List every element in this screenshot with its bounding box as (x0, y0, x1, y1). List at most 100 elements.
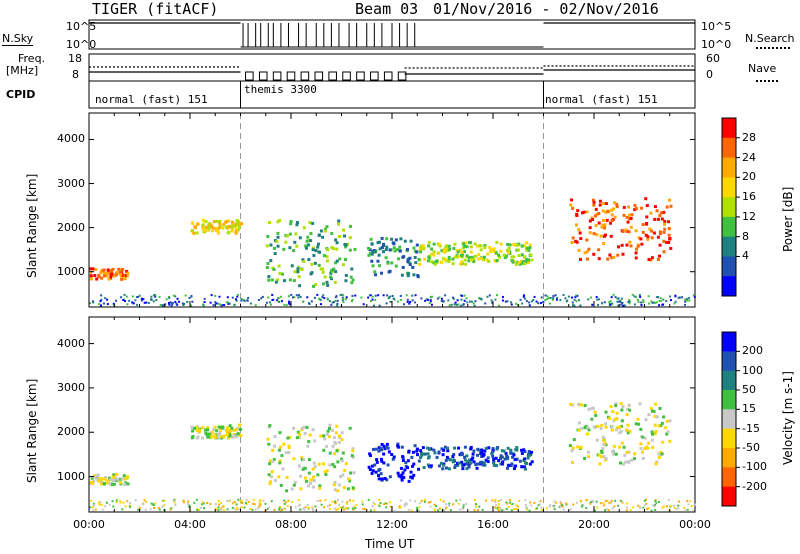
data-cell (662, 210, 666, 214)
scatter-cell (632, 506, 635, 509)
data-cell (311, 248, 315, 252)
scatter-cell (377, 294, 380, 297)
scatter-cell (565, 300, 568, 303)
data-cell (191, 221, 195, 225)
data-cell (321, 270, 325, 274)
scatter-cell (535, 300, 538, 303)
data-cell (411, 464, 415, 468)
data-cell (307, 440, 311, 444)
data-cell (525, 241, 529, 245)
data-cell (103, 476, 107, 480)
scatter-cell (370, 300, 373, 303)
data-cell (292, 483, 296, 487)
data-cell (492, 461, 496, 465)
freq-step (286, 71, 296, 81)
data-cell (515, 446, 519, 450)
scatter-cell (461, 294, 464, 297)
freq-tick-bottom: 8 (72, 68, 79, 81)
data-cell (457, 446, 461, 450)
data-cell (234, 230, 238, 234)
velocity-colorbar-label: Velocity [m s-1] (781, 371, 795, 465)
data-cell (297, 275, 301, 279)
data-cell (348, 479, 352, 483)
nsearch-tick-top: 10^5 (701, 20, 732, 33)
data-cell (472, 449, 476, 453)
scatter-cell (448, 502, 451, 505)
scatter-cell (123, 300, 126, 303)
data-cell (317, 462, 321, 466)
scatter-cell (573, 298, 576, 301)
data-cell (370, 471, 374, 475)
scatter-cell (525, 300, 528, 303)
scatter-cell (562, 294, 565, 297)
data-cell (509, 451, 513, 455)
data-cell (201, 223, 205, 227)
data-cell (569, 402, 573, 406)
data-cell (267, 473, 271, 477)
data-cell (237, 225, 241, 229)
scatter-cell (262, 499, 265, 502)
data-cell (100, 276, 104, 280)
data-cell (640, 206, 644, 210)
data-cell (485, 258, 489, 262)
scatter-cell (387, 297, 390, 300)
data-cell (606, 257, 610, 261)
data-cell (303, 466, 307, 470)
data-cell (499, 242, 503, 246)
data-cell (587, 450, 591, 454)
scatter-cell (341, 500, 344, 503)
scatter-cell (554, 294, 557, 297)
scatter-cell (475, 505, 478, 508)
scatter-cell (270, 500, 273, 503)
scatter-cell (120, 296, 123, 299)
scatter-cell (480, 298, 483, 301)
data-cell (347, 477, 351, 481)
data-cell (407, 479, 411, 483)
data-cell (662, 239, 666, 243)
data-cell (628, 429, 632, 433)
data-cell (268, 459, 272, 463)
data-cell (119, 272, 123, 276)
data-cell (647, 257, 651, 261)
data-cell (409, 470, 413, 474)
scatter-cell (609, 303, 612, 306)
scatter-cell (678, 296, 681, 299)
data-cell (190, 425, 194, 429)
data-cell (523, 255, 527, 259)
colorbar-tick-label: 24 (742, 150, 756, 164)
data-cell (117, 267, 121, 271)
data-cell (370, 259, 374, 263)
data-cell (103, 272, 107, 276)
data-cell (638, 402, 642, 406)
data-cell (326, 248, 330, 252)
data-cell (522, 243, 526, 247)
scatter-cell (500, 499, 503, 502)
data-cell (306, 243, 310, 247)
data-cell (373, 270, 377, 274)
data-cell (415, 447, 419, 451)
data-cell (520, 244, 524, 248)
colorbar-tick-label: 20 (742, 170, 756, 184)
data-cell (515, 448, 519, 452)
data-cell (278, 431, 282, 435)
data-cell (378, 247, 382, 251)
scatter-cell (429, 501, 432, 504)
data-cell (610, 208, 614, 212)
data-cell (601, 209, 605, 213)
scatter-cell (456, 299, 459, 302)
data-cell (382, 461, 386, 465)
data-cell (613, 417, 617, 421)
scatter-cell (311, 506, 314, 509)
data-cell (111, 267, 115, 271)
data-cell (628, 213, 632, 217)
data-cell (225, 219, 229, 223)
data-cell (401, 471, 405, 475)
data-cell (126, 271, 130, 275)
scatter-cell (639, 295, 642, 298)
data-cell (656, 217, 660, 221)
scatter-cell (346, 501, 349, 504)
data-cell (491, 447, 495, 451)
data-cell (306, 444, 310, 448)
scatter-cell (373, 509, 376, 512)
data-cell (406, 258, 410, 262)
